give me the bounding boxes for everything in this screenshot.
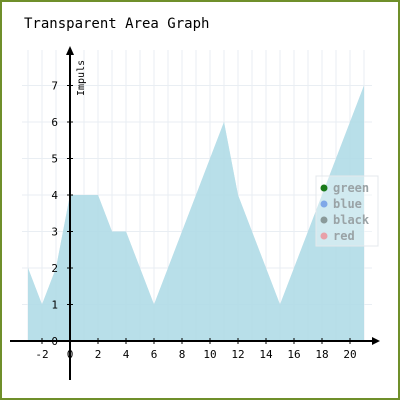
legend-marker-black bbox=[321, 217, 328, 224]
legend-label-black: black bbox=[333, 213, 370, 227]
chart-title: Transparent Area Graph bbox=[24, 16, 209, 32]
y-axis-title: Impuls bbox=[76, 60, 87, 96]
legend-marker-green bbox=[321, 185, 328, 192]
x-axis-arrow bbox=[372, 337, 380, 345]
x-tick-label: 18 bbox=[315, 348, 328, 361]
legend-label-blue: blue bbox=[333, 197, 362, 211]
y-tick-label: 1 bbox=[51, 299, 58, 312]
x-tick-label: 16 bbox=[287, 348, 300, 361]
y-tick-label: 5 bbox=[51, 153, 58, 166]
x-tick-label: 6 bbox=[151, 348, 158, 361]
legend-label-red: red bbox=[333, 229, 355, 243]
x-tick-label: 12 bbox=[231, 348, 244, 361]
x-tick-label: 4 bbox=[123, 348, 130, 361]
x-tick-label: 14 bbox=[259, 348, 273, 361]
legend-label-green: green bbox=[333, 181, 369, 195]
y-tick-label: 3 bbox=[51, 226, 58, 239]
legend-marker-blue bbox=[321, 201, 328, 208]
legend-marker-red bbox=[321, 233, 328, 240]
legend: green blue black red bbox=[316, 176, 378, 246]
x-tick-label: 20 bbox=[343, 348, 356, 361]
y-tick-label: 6 bbox=[51, 116, 58, 129]
y-tick-label: 2 bbox=[51, 262, 58, 275]
x-tick-label: 8 bbox=[179, 348, 186, 361]
y-axis-arrow bbox=[66, 46, 74, 55]
x-tick-label: 10 bbox=[203, 348, 216, 361]
y-tick-label: 0 bbox=[51, 335, 58, 348]
x-tick-label: -2 bbox=[35, 348, 48, 361]
y-tick-label: 7 bbox=[51, 80, 58, 93]
x-tick-label: 2 bbox=[95, 348, 102, 361]
x-tick-label: 0 bbox=[67, 348, 74, 361]
y-tick-label: 4 bbox=[51, 189, 58, 202]
